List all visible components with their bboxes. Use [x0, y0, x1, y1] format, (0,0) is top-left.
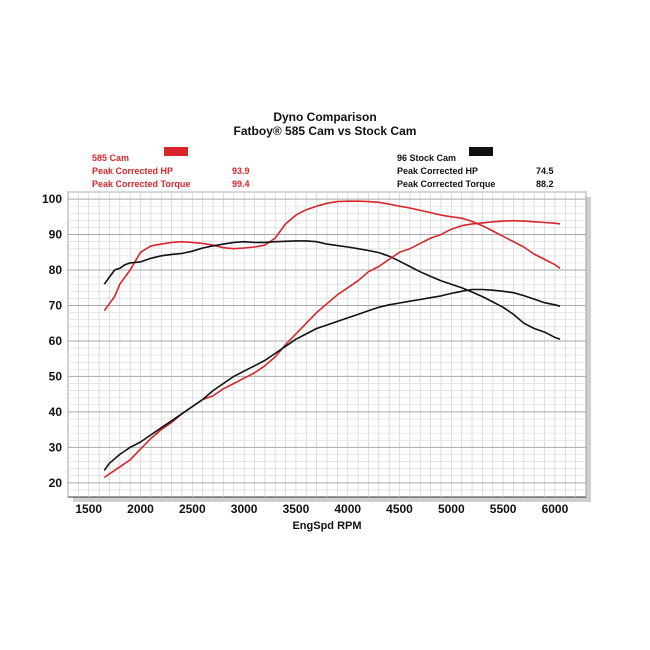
legend-stock-hp-label: Peak Corrected HP [397, 166, 479, 176]
y-tick-label: 50 [49, 369, 63, 383]
y-tick-label: 90 [49, 228, 63, 242]
legend-585-torque-label: Peak Corrected Torque [92, 179, 191, 189]
y-tick-label: 20 [49, 476, 63, 490]
x-tick-label: 3000 [231, 502, 258, 516]
x-tick-label: 4000 [334, 502, 361, 516]
legend-stock-torque-label: Peak Corrected Torque [397, 179, 496, 189]
series-line-96-stock-cam-hp [103, 288, 561, 471]
x-tick-label: 5000 [438, 502, 465, 516]
chart-subtitle: Fatboy® 585 Cam vs Stock Cam [233, 124, 417, 138]
x-tick-label: 5500 [490, 502, 517, 516]
legend-585-hp-value: 93.9 [232, 166, 250, 176]
x-tick-label: 1500 [75, 502, 102, 516]
x-tick-label: 2500 [179, 502, 206, 516]
legend-585-hp-label: Peak Corrected HP [92, 166, 174, 176]
legend-585-torque-value: 99.4 [232, 179, 250, 189]
legend-stock-name: 96 Stock Cam [397, 153, 457, 163]
x-tick-label: 6000 [542, 502, 569, 516]
y-tick-label: 100 [42, 192, 62, 206]
x-tick-label: 3500 [283, 502, 310, 516]
series-line-585-cam-torque [103, 200, 561, 312]
legend-585-name: 585 Cam [92, 153, 130, 163]
legend-stock-hp-value: 74.5 [536, 166, 554, 176]
x-tick-label: 2000 [127, 502, 154, 516]
y-tick-label: 40 [49, 405, 63, 419]
y-tick-label: 30 [49, 440, 63, 454]
x-tick-label: 4500 [386, 502, 413, 516]
legend-stock-swatch [469, 147, 493, 156]
y-tick-label: 80 [49, 263, 63, 277]
legend-stock-torque-value: 88.2 [536, 179, 554, 189]
y-tick-label: 70 [49, 298, 63, 312]
x-axis-label: EngSpd RPM [292, 520, 361, 532]
chart-title: Dyno Comparison [273, 110, 377, 124]
legend-585-swatch [164, 147, 188, 156]
series-line-96-stock-cam-torque [103, 240, 561, 340]
y-tick-label: 60 [49, 334, 63, 348]
